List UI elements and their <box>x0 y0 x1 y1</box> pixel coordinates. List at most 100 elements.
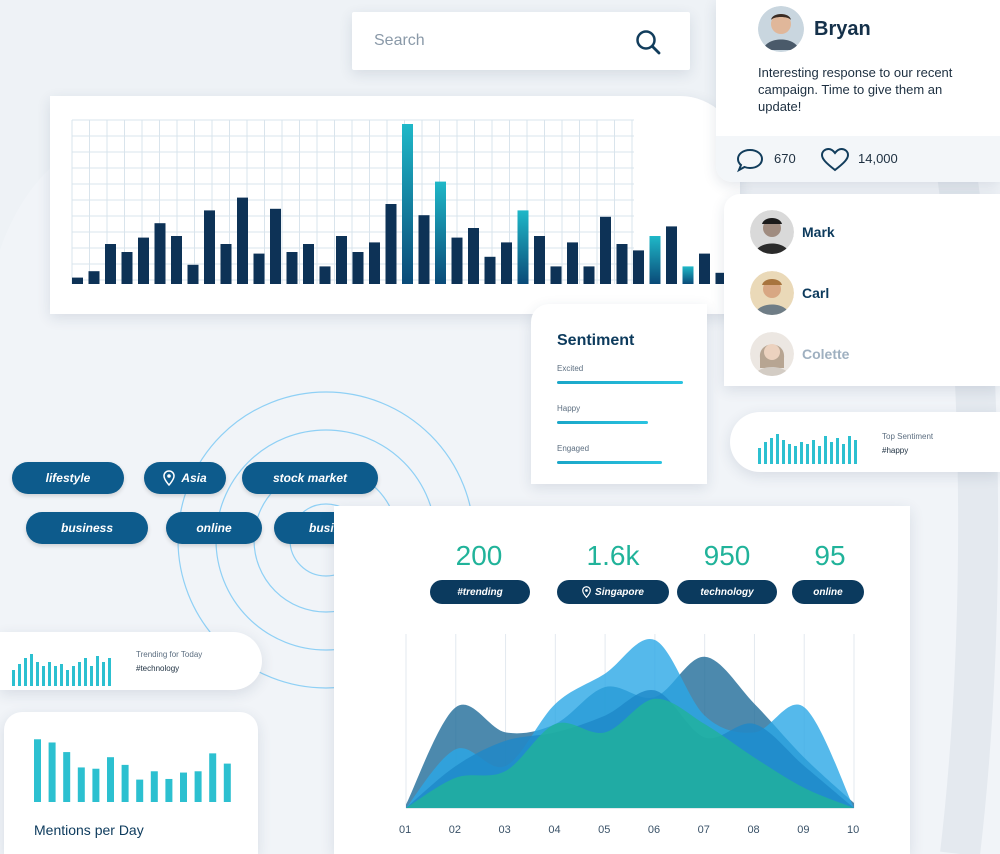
bar-28 <box>517 210 529 284</box>
person-colette[interactable]: Colette <box>724 330 1000 376</box>
like-count: 14,000 <box>858 151 898 166</box>
tag-asia[interactable]: Asia <box>144 462 226 494</box>
tag-label: business <box>60 521 114 535</box>
mention-bar-1 <box>34 739 41 802</box>
stat-pill[interactable]: technology <box>677 580 777 604</box>
tag-label: lifestyle <box>45 471 91 485</box>
bar-29 <box>534 236 545 284</box>
bar-21 <box>402 124 413 284</box>
bar-30 <box>550 266 562 284</box>
mention-bar-5 <box>92 768 100 802</box>
stat-value: 200 <box>455 540 503 571</box>
x-label: 07 <box>697 824 710 836</box>
post-footer: 670 14,000 <box>716 136 1000 182</box>
mentions-bar-chart <box>34 739 231 802</box>
sparkline-bars <box>12 654 111 686</box>
bar-14 <box>286 252 298 284</box>
comment-icon[interactable] <box>736 147 764 173</box>
bar-2 <box>88 271 100 284</box>
bar-6 <box>154 223 166 284</box>
stat-pill[interactable]: online <box>792 580 864 604</box>
bar-24 <box>451 237 463 284</box>
bar-36 <box>649 236 661 284</box>
avatar-mark <box>750 210 794 254</box>
mention-bar-14 <box>223 763 231 802</box>
person-carl[interactable]: Carl <box>724 269 1000 315</box>
sentiment-title: Sentiment <box>557 332 635 349</box>
tag-label: stock market <box>272 471 348 485</box>
x-label: 04 <box>548 824 561 836</box>
stat-label: online <box>813 586 843 598</box>
bar-32 <box>583 266 595 284</box>
search-icon[interactable] <box>634 28 662 56</box>
bar-35 <box>633 250 644 284</box>
bar-17 <box>336 236 347 284</box>
trending-card: Trending for Today #technology <box>0 632 262 690</box>
mention-bar-3 <box>63 752 71 802</box>
bar-19 <box>369 242 380 284</box>
post-card: Bryan Interesting response to our recent… <box>716 0 1000 182</box>
mention-bar-6 <box>107 757 114 802</box>
tag-stock-market[interactable]: stock market <box>242 462 378 494</box>
stat-label: #trending <box>457 586 503 598</box>
tag-online[interactable]: online <box>166 512 262 544</box>
x-label: 10 <box>847 824 860 836</box>
bar-39 <box>699 253 710 284</box>
bar-33 <box>600 216 611 284</box>
sentiment-label: Excited <box>557 364 584 373</box>
bar-22 <box>418 215 430 284</box>
sentiment-bar <box>557 381 683 384</box>
x-label: 08 <box>747 824 760 836</box>
avatar-carl <box>750 271 794 315</box>
bar-7 <box>171 236 182 284</box>
bar-8 <box>187 264 199 284</box>
bar-26 <box>484 256 496 284</box>
search-placeholder: Search <box>374 32 425 49</box>
area-chart-card: 200 #trending 1.6k Singapore 950 technol… <box>334 506 910 854</box>
tag-business[interactable]: business <box>26 512 148 544</box>
location-pin-icon <box>582 586 591 598</box>
search-bar[interactable]: Search <box>352 12 690 70</box>
mention-bar-2 <box>48 742 56 802</box>
activity-bar-chart <box>50 96 740 314</box>
person-name: Carl <box>802 285 830 301</box>
bar-5 <box>138 237 149 284</box>
stat-pill[interactable]: Singapore <box>557 580 669 604</box>
mention-bar-11 <box>180 772 187 802</box>
mention-bar-10 <box>165 778 173 802</box>
mention-bar-12 <box>194 771 202 802</box>
mention-bar-9 <box>150 771 158 802</box>
bar-27 <box>501 242 512 284</box>
top-sentiment-label: Top Sentiment <box>882 432 934 441</box>
heart-icon[interactable] <box>820 147 850 173</box>
tag-lifestyle[interactable]: lifestyle <box>12 462 124 494</box>
person-name: Colette <box>802 346 850 362</box>
bar-31 <box>567 242 578 284</box>
bar-11 <box>237 197 248 284</box>
bar-15 <box>303 244 314 284</box>
bar-37 <box>666 226 677 284</box>
trending-value: #technology <box>136 664 180 673</box>
area-chart-plot <box>405 634 855 809</box>
bar-9 <box>204 210 215 284</box>
people-list: Mark Carl Colette <box>724 194 1000 386</box>
x-label: 05 <box>598 824 611 836</box>
mentions-title: Mentions per Day <box>34 822 144 838</box>
sparkline-bars <box>758 434 857 464</box>
stat-value: 950 <box>703 540 751 571</box>
post-message: Interesting response to our recent campa… <box>758 65 953 114</box>
bar-16 <box>319 266 331 284</box>
stat-pill[interactable]: #trending <box>430 580 530 604</box>
bar-10 <box>220 244 232 284</box>
avatar-colette <box>750 332 794 376</box>
mention-bar-4 <box>77 767 85 802</box>
bar-18 <box>352 252 364 284</box>
person-mark[interactable]: Mark <box>724 208 1000 254</box>
stat-label: technology <box>700 586 754 598</box>
location-pin-icon <box>163 470 176 486</box>
top-sentiment-card: Top Sentiment #happy <box>730 412 1000 472</box>
tag-label: online <box>196 521 232 535</box>
area-series-4 <box>406 698 854 808</box>
mentions-card: Mentions per Day <box>4 712 258 854</box>
bar-4 <box>121 252 133 284</box>
